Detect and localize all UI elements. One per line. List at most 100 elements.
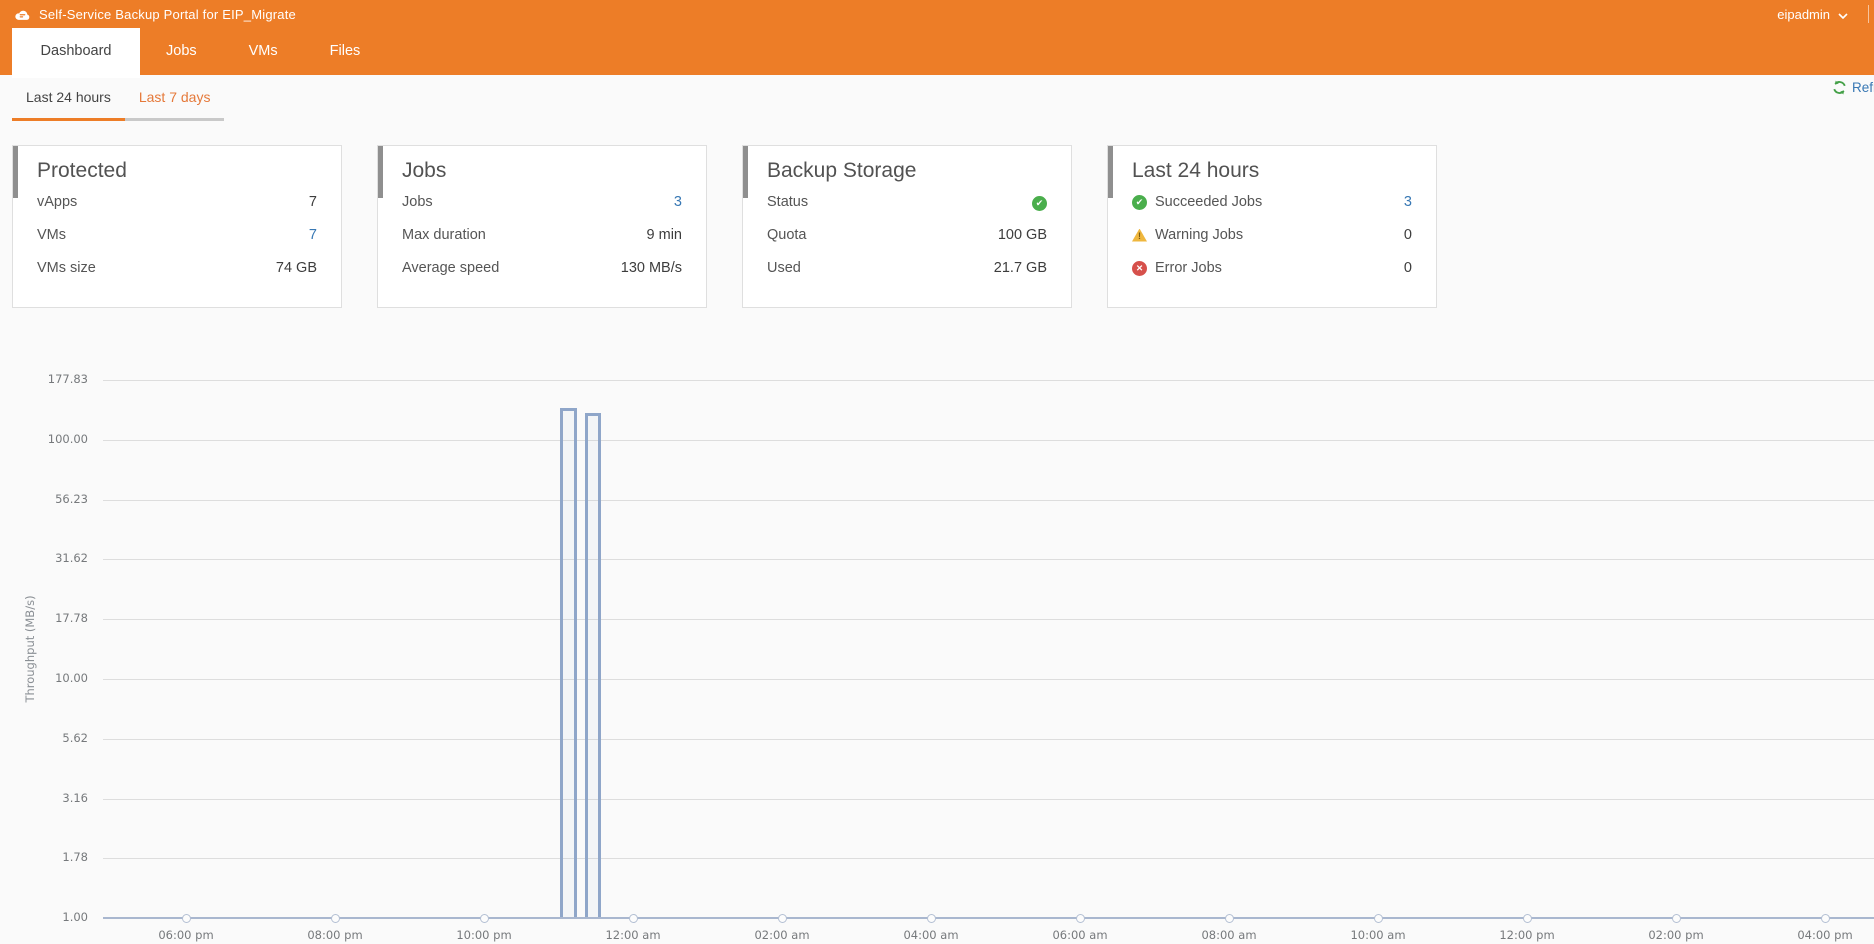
x-tick-marker: [480, 914, 489, 923]
card-row: Status: [743, 188, 1071, 216]
subtab-last-7-days[interactable]: Last 7 days: [124, 75, 225, 121]
subtab-last-24-hours[interactable]: Last 24 hours: [12, 75, 125, 121]
row-value[interactable]: 7: [308, 227, 317, 243]
x-tick-label: 12:00 pm: [1499, 928, 1555, 942]
gridline: [103, 380, 1874, 381]
card-backup-storage: Backup Storage Status Quota 100 GB Used 21.7 …: [742, 145, 1072, 308]
x-tick-marker: [927, 914, 936, 923]
gridline: [103, 799, 1874, 800]
x-tick-label: 10:00 am: [1350, 928, 1406, 942]
card-row: Used 21.7 GB: [743, 254, 1071, 282]
card-row: Succeeded Jobs 3: [1108, 188, 1436, 216]
card-title: Backup Storage: [767, 159, 917, 182]
throughput-bar: [585, 413, 601, 918]
y-tick-label: 3.16: [62, 791, 88, 805]
refresh-link[interactable]: Refresh: [1832, 80, 1874, 95]
x-tick-marker: [1374, 914, 1383, 923]
gridline: [103, 739, 1874, 740]
x-tick-marker: [1225, 914, 1234, 923]
row-value[interactable]: 3: [1403, 194, 1412, 210]
row-label: Max duration: [402, 227, 486, 243]
card-accent-bar: [743, 146, 748, 198]
x-tick-label: 10:00 pm: [456, 928, 512, 942]
throughput-bar: [560, 408, 577, 918]
x-tick-label: 04:00 pm: [1797, 928, 1853, 942]
x-tick-label: 02:00 am: [754, 928, 810, 942]
row-value: 9 min: [646, 227, 682, 243]
row-value: 0: [1403, 227, 1412, 243]
x-tick-marker: [1523, 914, 1532, 923]
gridline: [103, 619, 1874, 620]
card-protected: Protected vApps 7 VMs 7 VMs size 74 GB: [12, 145, 342, 308]
row-value: 0: [1403, 260, 1412, 276]
app-title: Self-Service Backup Portal for EIP_Migra…: [39, 6, 296, 22]
tab-jobs[interactable]: Jobs: [166, 43, 197, 59]
x-tick-label: 08:00 am: [1201, 928, 1257, 942]
card-accent-bar: [378, 146, 383, 198]
y-tick-label: 1.00: [62, 910, 88, 924]
card-row: VMs size 74 GB: [13, 254, 341, 282]
refresh-icon: [1832, 80, 1847, 95]
x-tick-label: 02:00 pm: [1648, 928, 1704, 942]
x-tick-marker: [182, 914, 191, 923]
row-label: Succeeded Jobs: [1155, 194, 1263, 210]
card-accent-bar: [1108, 146, 1113, 198]
row-value[interactable]: 3: [673, 194, 682, 210]
user-name: eipadmin: [1777, 6, 1830, 22]
row-label: vApps: [37, 194, 78, 210]
user-menu[interactable]: eipadmin: [1777, 0, 1848, 28]
x-tick-label: 04:00 am: [903, 928, 959, 942]
tab-vms[interactable]: VMs: [248, 43, 278, 59]
x-axis-line: [103, 917, 1874, 919]
x-tick-label: 06:00 pm: [158, 928, 214, 942]
y-tick-label: 5.62: [62, 731, 88, 745]
app-header: Self-Service Backup Portal for EIP_Migra…: [0, 0, 1874, 28]
summary-cards: Protected vApps 7 VMs 7 VMs size 74 GB Jobs Jobs…: [12, 145, 1437, 308]
x-tick-label: 06:00 am: [1052, 928, 1108, 942]
card-row: Quota 100 GB: [743, 221, 1071, 249]
row-label: Average speed: [402, 260, 500, 276]
row-value: 100 GB: [997, 227, 1047, 243]
y-tick-label: 100.00: [47, 432, 88, 446]
gridline: [103, 440, 1874, 441]
row-label: VMs: [37, 227, 66, 243]
row-value: 74 GB: [275, 260, 317, 276]
warning-icon: [1132, 228, 1147, 242]
card-row: Average speed 130 MB/s: [378, 254, 706, 282]
x-tick-marker: [1076, 914, 1085, 923]
refresh-label: Refresh: [1852, 80, 1874, 95]
card-last-24-hours: Last 24 hours Succeeded Jobs 3 Warning Jobs…: [1107, 145, 1437, 308]
card-jobs: Jobs Jobs 3 Max duration 9 min Average speed 1…: [377, 145, 707, 308]
x-tick-label: 12:00 am: [605, 928, 661, 942]
y-tick-label: 17.78: [55, 611, 88, 625]
card-row: VMs 7: [13, 221, 341, 249]
gridline: [103, 559, 1874, 560]
status-success-icon: [1032, 195, 1047, 211]
row-label: Jobs: [402, 194, 433, 210]
y-tick-label: 56.23: [55, 492, 88, 506]
y-axis-title: Throughput (MB/s): [23, 595, 37, 703]
header-separator: [1868, 5, 1869, 23]
card-accent-bar: [13, 146, 18, 198]
x-tick-marker: [778, 914, 787, 923]
card-title: Last 24 hours: [1132, 159, 1260, 182]
x-tick-marker: [1672, 914, 1681, 923]
row-label: Warning Jobs: [1155, 227, 1244, 243]
row-label: VMs size: [37, 260, 96, 276]
card-row: Jobs 3: [378, 188, 706, 216]
row-label: Error Jobs: [1155, 260, 1222, 276]
tab-dashboard[interactable]: Dashboard: [12, 28, 140, 78]
throughput-chart: 177.83 100.00 56.23 31.62 17.78 10.00 5.62 3.16…: [0, 345, 1874, 944]
x-tick-marker: [331, 914, 340, 923]
y-tick-label: 177.83: [47, 372, 88, 386]
row-label: Quota: [767, 227, 807, 243]
y-tick-label: 10.00: [55, 671, 88, 685]
card-title: Jobs: [402, 159, 447, 182]
tab-files[interactable]: Files: [329, 43, 361, 59]
x-tick-label: 08:00 pm: [307, 928, 363, 942]
success-icon: [1132, 194, 1147, 210]
card-row: vApps 7: [13, 188, 341, 216]
x-tick-marker: [1821, 914, 1830, 923]
cloud-icon: [14, 9, 31, 20]
card-row: Error Jobs 0: [1108, 254, 1436, 282]
